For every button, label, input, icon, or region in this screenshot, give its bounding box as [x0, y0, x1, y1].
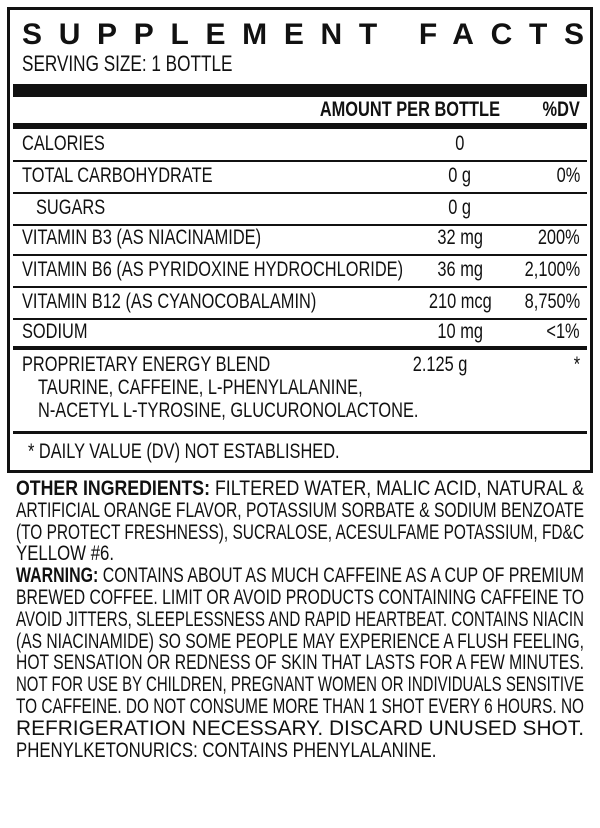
nutrient-amount: 32 mg [437, 226, 483, 249]
nutrient-dv: 0% [556, 164, 580, 187]
nutrient-label: VITAMIN B12 (AS CYANOCOBALAMIN) [22, 290, 317, 313]
blend-label: PROPRIETARY ENERGY BLEND [22, 353, 271, 376]
other_ingredients-line: YELLOW #6. [16, 542, 115, 566]
row-divider [13, 192, 587, 194]
warning-line: WARNING: CONTAINS ABOUT AS MUCH CAFFEINE… [16, 564, 584, 588]
dv-footnote: * DAILY VALUE (DV) NOT ESTABLISHED. [28, 440, 340, 463]
nutrient-dv: 8,750% [524, 290, 580, 313]
warning-line: BREWED COFFEE. LIMIT OR AVOID PRODUCTS C… [16, 586, 584, 609]
nutrient-dv: 2,100% [524, 258, 580, 281]
blend-ingredients-line: N-ACETYL L-TYROSINE, GLUCURONOLACTONE. [38, 399, 419, 422]
blend-dv: * [573, 353, 580, 376]
row-divider [13, 224, 587, 226]
panel-title: SUPPLEMENT FACTS [22, 18, 600, 51]
row-divider [13, 318, 587, 320]
warning-line: PHENYLKETONURICS: CONTAINS PHENYLALANINE… [16, 738, 437, 762]
nutrient-label: SUGARS [36, 196, 106, 219]
nutrient-amount: 36 mg [437, 258, 483, 281]
nutrient-label: SODIUM [22, 320, 88, 343]
warning-line: HOT SENSATION OR REDNESS OF SKIN THAT LA… [16, 651, 584, 675]
other_ingredients-label: OTHER INGREDIENTS: [16, 477, 211, 500]
nutrient-amount: 0 g [448, 164, 472, 187]
nutrient-amount: 210 mcg [428, 290, 492, 313]
nutrient-label: CALORIES [22, 132, 105, 155]
row-divider [13, 254, 587, 256]
amount-header: AMOUNT PER BOTTLE [319, 98, 500, 121]
warning-line: AVOID JITTERS, SLEEPLESSNESS AND RAPID H… [16, 607, 584, 631]
row-divider [13, 160, 587, 162]
warning-line: TO CAFFEINE. DO NOT CONSUME MORE THAN 1 … [16, 695, 584, 718]
nutrient-label: TOTAL CARBOHYDRATE [22, 164, 213, 187]
header-divider [13, 123, 587, 129]
footnote-divider [13, 431, 587, 434]
blend-amount: 2.125 g [412, 353, 468, 376]
nutrient-label: VITAMIN B6 (AS PYRIDOXINE HYDROCHLORIDE) [22, 258, 404, 281]
nutrient-dv: 200% [538, 226, 580, 249]
serving-size: SERVING SIZE: 1 BOTTLE [22, 51, 233, 76]
nutrient-amount: 0 g [448, 196, 472, 219]
nutrient-label: VITAMIN B3 (AS NIACINAMIDE) [22, 226, 262, 249]
warning-label: WARNING: [16, 564, 99, 588]
thick-divider [13, 84, 587, 97]
other_ingredients-line: ARTIFICIAL ORANGE FLAVOR, POTASSIUM SORB… [16, 498, 584, 522]
warning-line: REFRIGERATION NECESSARY. DISCARD UNUSED … [16, 716, 584, 740]
dv-header: %DV [542, 98, 580, 121]
row-divider [13, 286, 587, 288]
blend-divider [13, 346, 587, 350]
warning-line: (AS NIACINAMIDE) SO SOME PEOPLE MAY EXPE… [16, 629, 584, 653]
nutrient-dv: <1% [546, 320, 580, 343]
supplement-facts-panel: SUPPLEMENT FACTS SERVING SIZE: 1 BOTTLE … [7, 7, 593, 473]
warning-line: NOT FOR USE BY CHILDREN, PREGNANT WOMEN … [16, 673, 584, 697]
nutrient-amount: 0 [455, 132, 465, 155]
nutrient-amount: 10 mg [437, 320, 483, 343]
other_ingredients-line: OTHER INGREDIENTS: FILTERED WATER, MALIC… [16, 477, 585, 500]
blend-ingredients-line: TAURINE, CAFFEINE, L-PHENYLALANINE, [38, 376, 363, 399]
other_ingredients-line: (TO PROTECT FRESHNESS), SUCRALOSE, ACESU… [16, 520, 584, 544]
